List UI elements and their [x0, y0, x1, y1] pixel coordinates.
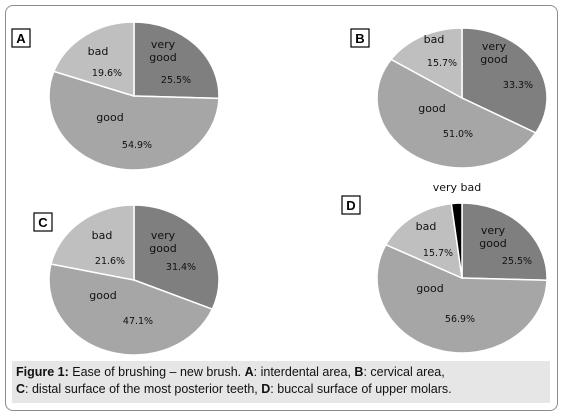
slice-value-a-very-good: 25.5%: [161, 75, 191, 86]
slice-value-d-very-good: 25.5%: [502, 256, 532, 267]
panel-label-a: A: [16, 31, 26, 46]
caption-key-d: D: [261, 382, 271, 396]
caption-text: Ease of brushing – new brush.: [68, 365, 245, 379]
slice-value-c-very-good: 31.4%: [166, 262, 196, 273]
pie-chart-c: very good good bad 31.4% 47.1% 21.6% C: [33, 204, 220, 356]
slice-value-b-bad: 15.7%: [427, 58, 457, 69]
caption-text-b: : cervical area,: [363, 365, 445, 379]
pie-chart-a: very good good bad 25.5% 54.9% 19.6% A: [11, 21, 220, 171]
caption-key-b: B: [354, 365, 364, 379]
slice-label-d-very-good: very good: [479, 224, 506, 250]
panel-label-box-c: [33, 212, 53, 232]
slice-label-d-good: good: [416, 282, 443, 295]
slice-label-b-very-good: very good: [480, 40, 507, 66]
panel-label-box-a: [11, 28, 31, 48]
caption-text-a: : interdental area,: [253, 365, 355, 379]
slice-label-b-good: good: [418, 102, 445, 115]
caption-text-c: : distal surface of the most posterior t…: [25, 382, 262, 396]
panel-label-d: D: [346, 198, 355, 213]
pie-slice-c-good: [48, 263, 214, 356]
figure-caption: Figure 1: Ease of brushing – new brush. …: [12, 361, 550, 403]
slice-value-d-good: 56.9%: [445, 314, 475, 325]
panel-label-c: C: [38, 215, 48, 230]
slice-value-c-bad: 21.6%: [95, 256, 125, 267]
pie-chart-b: very good good bad 33.3% 51.0% 15.7% B: [350, 27, 548, 169]
pie-slice-d-good: [376, 243, 548, 354]
slice-value-d-bad: 15.7%: [423, 248, 453, 259]
pie-chart-d: very good good bad very bad 25.5% 56.9% 15.7% D: [341, 181, 548, 354]
slice-label-d-very-bad: very bad: [433, 181, 482, 194]
slice-value-a-bad: 19.6%: [92, 68, 122, 79]
panel-label-b: B: [355, 31, 364, 46]
pie-slice-d-bad: [384, 202, 463, 280]
panel-label-box-b: [350, 28, 370, 48]
panel-label-box-d: [341, 195, 361, 215]
pie-slice-a-bad: [52, 21, 135, 98]
pie-slice-b-bad: [389, 27, 463, 100]
caption-line-1: Figure 1: Ease of brushing – new brush. …: [16, 364, 546, 381]
slice-value-b-very-good: 33.3%: [503, 80, 533, 91]
caption-key-c: C: [16, 382, 26, 396]
pie-slice-a-very-good: [133, 21, 220, 100]
slice-value-c-good: 47.1%: [123, 316, 153, 327]
pie-slice-c-very-good: [133, 204, 220, 311]
pie-slice-d-very-bad: [450, 202, 463, 279]
caption-text-d: : buccal surface of upper molars.: [270, 382, 452, 396]
pie-slice-b-very-good: [461, 27, 548, 134]
slice-label-c-good: good: [89, 289, 116, 302]
pie-slice-d-very-good: [461, 202, 548, 282]
slice-value-a-good: 54.9%: [122, 140, 152, 151]
caption-key-a: A: [244, 365, 254, 379]
pie-slice-b-good: [376, 58, 537, 169]
slice-label-a-bad: bad: [88, 45, 109, 58]
pie-slice-a-good: [48, 70, 220, 171]
slice-label-c-bad: bad: [92, 229, 113, 242]
caption-line-2: C: distal surface of the most posterior …: [16, 381, 546, 398]
slice-label-d-bad: bad: [416, 220, 437, 233]
slice-label-a-good: good: [96, 111, 123, 124]
pie-slice-c-bad: [50, 204, 135, 281]
slice-label-b-bad: bad: [424, 33, 445, 46]
slice-label-a-very-good: very good: [149, 38, 176, 64]
slice-label-c-very-good: very good: [149, 229, 176, 255]
slice-value-b-good: 51.0%: [443, 129, 473, 140]
caption-figure-label: Figure 1:: [16, 365, 69, 379]
